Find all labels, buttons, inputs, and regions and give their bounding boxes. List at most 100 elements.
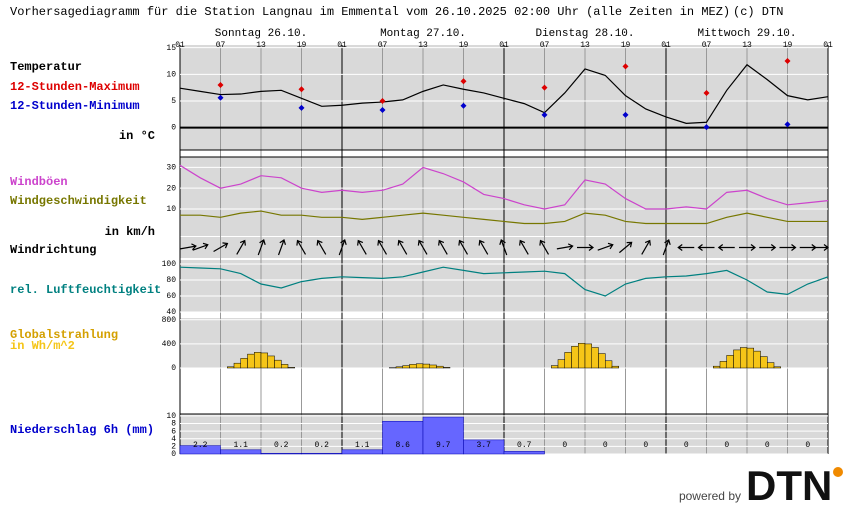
radiation-bar xyxy=(767,362,775,369)
hour-label: 19 xyxy=(621,41,631,50)
copyright: (c) DTN xyxy=(733,5,783,19)
precip-label: 0.2 xyxy=(315,441,330,450)
y-tick-label: 10 xyxy=(166,205,176,214)
hour-label: 19 xyxy=(459,41,469,50)
wind-arrow xyxy=(192,242,209,251)
wind-arrow xyxy=(739,244,756,251)
legend-label: Windgeschwindigkeit xyxy=(10,194,147,208)
precip-label: 0 xyxy=(805,441,810,450)
hour-label: 01 xyxy=(499,41,509,50)
y-tick-label: 15 xyxy=(166,44,176,53)
precip-label: 3.7 xyxy=(477,441,492,450)
wind-arrow xyxy=(257,239,266,256)
radiation-bar xyxy=(436,365,444,369)
wind-arrow xyxy=(499,239,508,256)
radiation-bar xyxy=(746,347,754,369)
radiation-bar xyxy=(233,362,241,369)
radiation-bar xyxy=(773,366,781,369)
y-tick-label: 10 xyxy=(166,412,176,421)
extreme-marker xyxy=(298,86,305,93)
extreme-marker xyxy=(703,124,710,131)
y-tick-label: 5 xyxy=(171,97,176,106)
radiation-bar xyxy=(578,343,586,369)
extreme-marker xyxy=(703,89,710,96)
radiation-bar xyxy=(753,350,761,369)
precip-label: 0.2 xyxy=(274,441,289,450)
logo-dot xyxy=(833,467,843,477)
wind-arrow xyxy=(759,244,777,251)
extreme-marker xyxy=(622,111,629,118)
precip-bar xyxy=(260,452,302,455)
wind-arrow xyxy=(277,239,287,256)
radiation-bar xyxy=(429,364,437,369)
radiation-bar xyxy=(740,347,748,369)
day-label: Mittwoch 29.10. xyxy=(697,28,796,40)
radiation-bar xyxy=(395,366,403,369)
wind-arrow xyxy=(180,243,197,251)
radiation-bar xyxy=(571,346,579,369)
hour-label: 13 xyxy=(418,41,428,50)
wind-arrow xyxy=(316,239,327,255)
extreme-marker xyxy=(460,102,467,109)
y-tick-label: 60 xyxy=(166,292,176,301)
precip-label: 8.6 xyxy=(396,441,411,450)
unit-label: in Wh/m^2 xyxy=(10,339,75,353)
day-label: Montag 27.10. xyxy=(380,28,466,40)
radiation-bar xyxy=(733,349,741,369)
row-label: Niederschlag 6h (mm) xyxy=(10,423,154,437)
legend-label: 12-Stunden-Minimum xyxy=(10,99,140,113)
wind-arrow xyxy=(296,239,307,255)
extreme-marker xyxy=(217,94,224,101)
radiation-bar xyxy=(402,365,410,369)
wind-arrow xyxy=(519,239,529,255)
y-tick-label: 6 xyxy=(171,427,176,436)
unit-label: in km/h xyxy=(105,225,155,239)
precip-label: 0 xyxy=(765,441,770,450)
wind-arrow xyxy=(577,244,594,251)
wind-arrow xyxy=(641,239,651,255)
extreme-marker xyxy=(784,57,791,64)
hour-label: 01 xyxy=(661,41,671,50)
y-tick-label: 800 xyxy=(162,316,177,325)
precip-label: 1.1 xyxy=(234,441,249,450)
y-tick-label: 40 xyxy=(166,308,176,317)
precip-label: 0 xyxy=(562,441,567,450)
wind-arrow xyxy=(458,239,469,255)
radiation-bar xyxy=(719,361,727,369)
y-tick-label: 0 xyxy=(171,364,176,373)
day-label: Sonntag 26.10. xyxy=(215,28,307,40)
wind-arrow xyxy=(618,241,633,254)
radiation-bar xyxy=(605,360,613,369)
precip-label: 1.1 xyxy=(355,441,370,450)
series-line xyxy=(180,210,828,225)
wind-arrow xyxy=(556,243,574,251)
precip-label: 9.7 xyxy=(436,441,451,450)
y-tick-label: 400 xyxy=(162,340,177,349)
extreme-marker xyxy=(541,84,548,91)
logo: DTN xyxy=(746,462,832,509)
hour-label: 07 xyxy=(540,41,550,50)
wind-arrow xyxy=(677,244,695,251)
radiation-bar xyxy=(551,365,559,369)
hour-label: 01 xyxy=(823,41,833,50)
wind-arrow xyxy=(597,242,614,251)
radiation-bar xyxy=(240,358,248,369)
wind-arrow xyxy=(662,239,671,256)
unit-label: in °C xyxy=(119,129,155,143)
wind-arrow xyxy=(357,239,367,255)
radiation-bar xyxy=(584,343,592,369)
radiation-bar xyxy=(227,366,235,369)
precip-bar xyxy=(422,416,464,455)
y-tick-label: 20 xyxy=(166,184,176,193)
radiation-bar xyxy=(409,364,417,369)
y-tick-label: 30 xyxy=(166,164,176,173)
series-line xyxy=(179,63,829,124)
hour-label: 01 xyxy=(175,41,185,50)
radiation-bar xyxy=(443,367,451,369)
wind-arrow xyxy=(779,244,797,251)
row-label: Windrichtung xyxy=(10,243,96,257)
extreme-marker xyxy=(298,104,305,111)
legend-label: Windböen xyxy=(10,175,68,189)
wind-arrow xyxy=(539,239,550,255)
